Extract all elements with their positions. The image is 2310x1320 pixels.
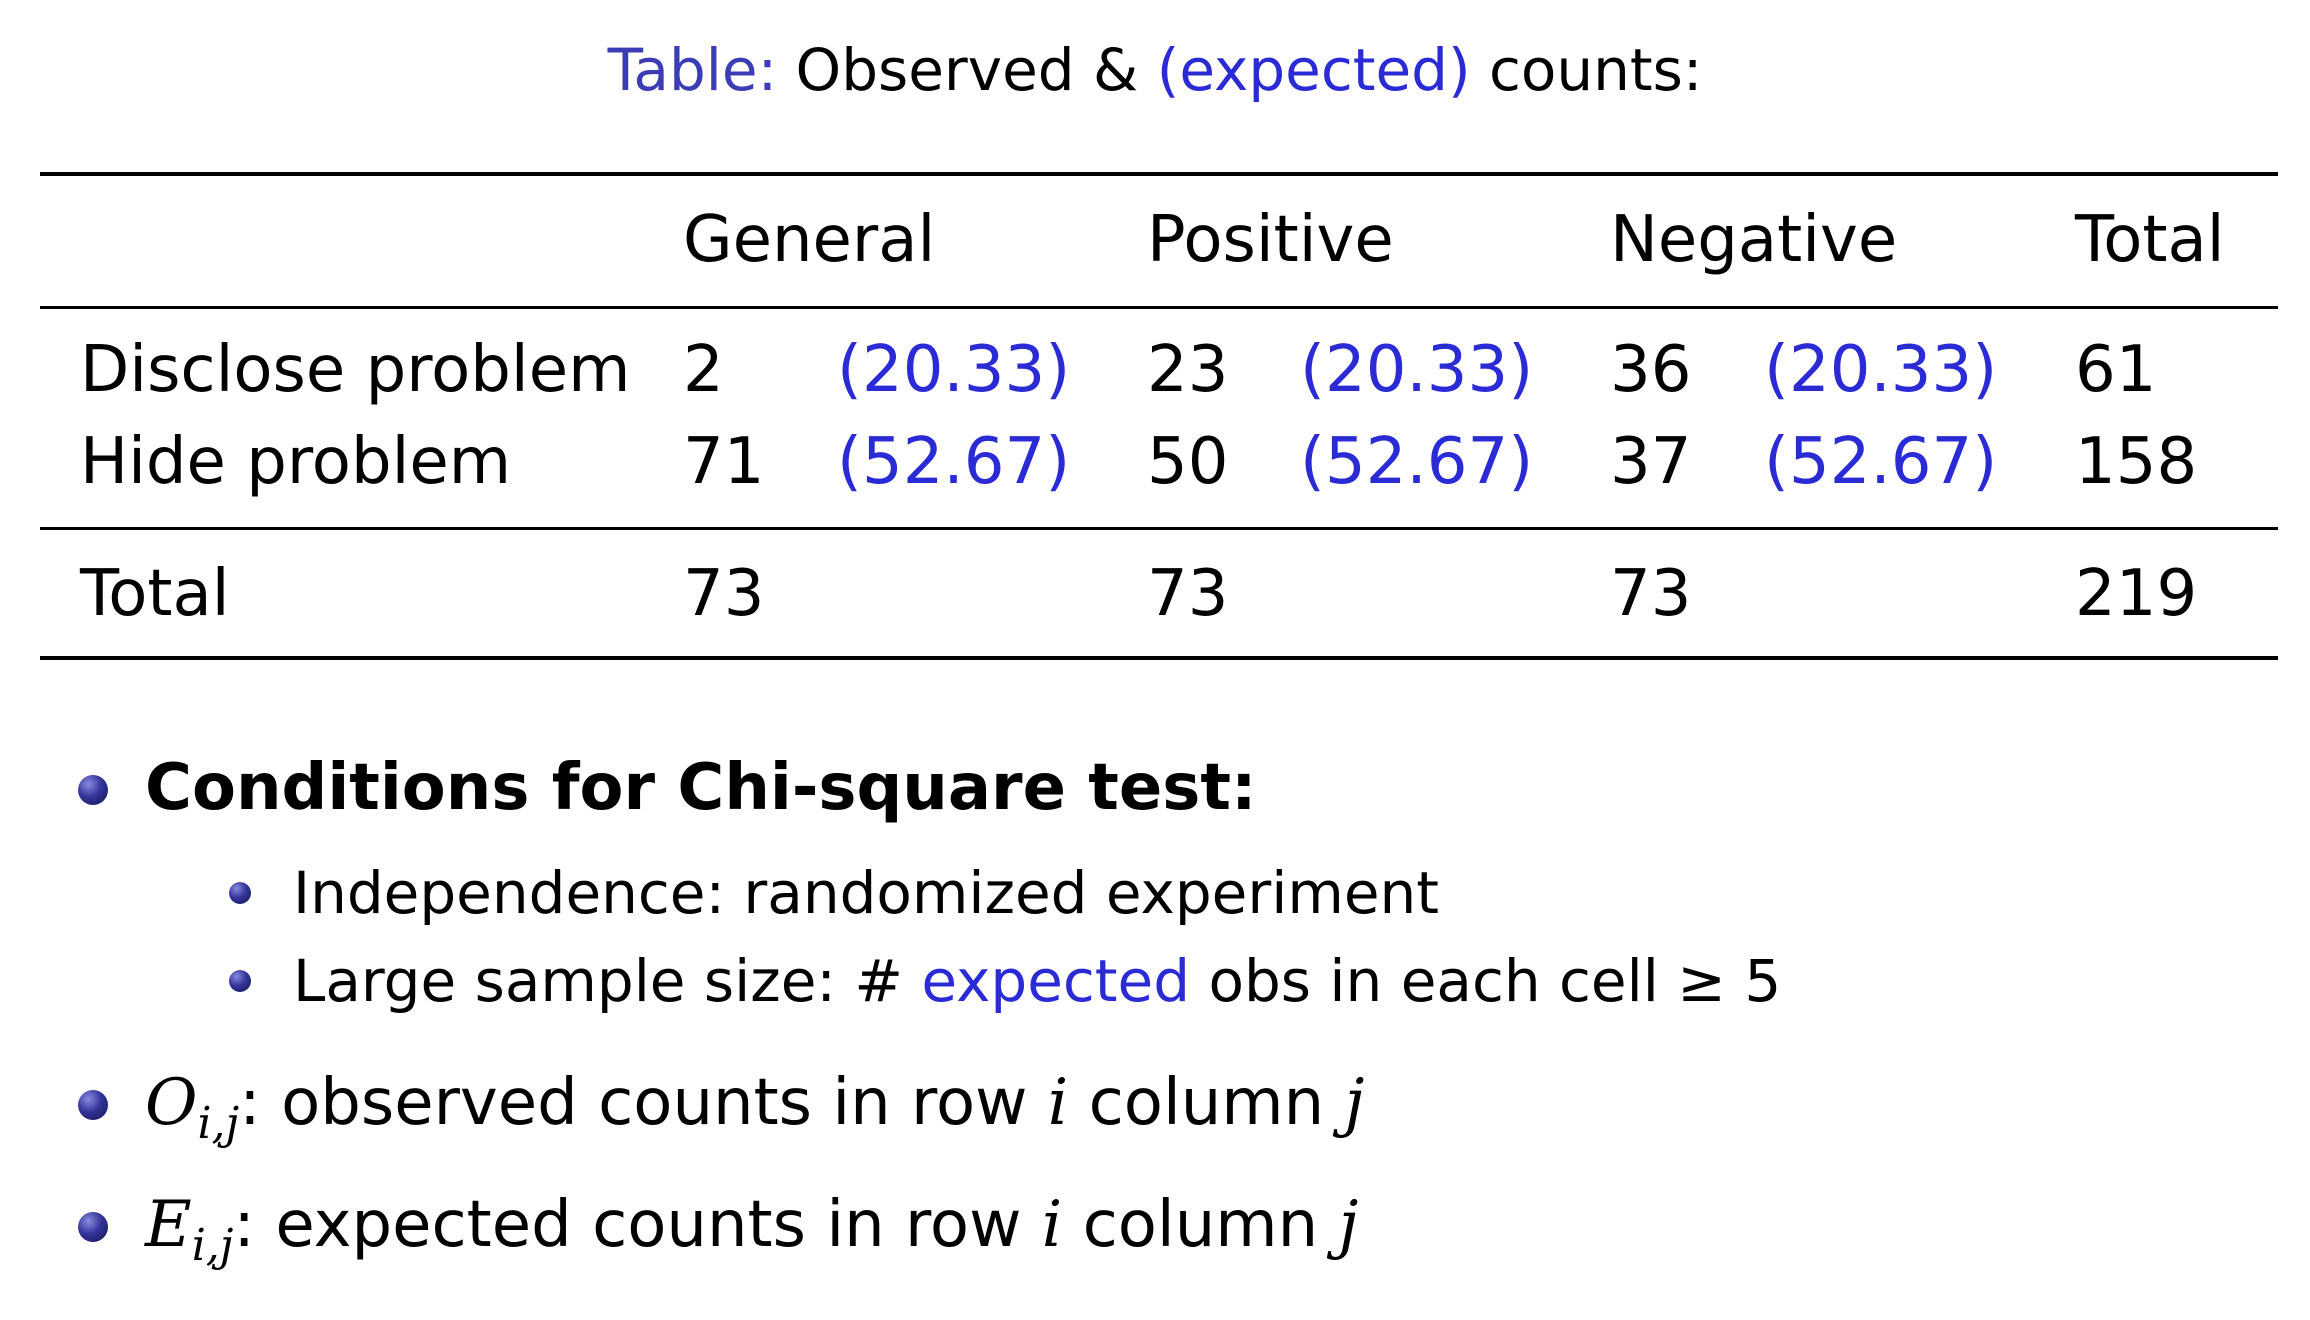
expected-disclose-positive: (20.33) (1300, 333, 1534, 407)
row-label-hide: Hide problem (80, 425, 512, 499)
expected-hide-general: (52.67) (837, 425, 1071, 499)
total-disclose: 61 (2075, 333, 2157, 407)
bullet-icon (229, 882, 251, 904)
observed-symbol: O (145, 1066, 198, 1140)
table-header-rule (40, 306, 2278, 309)
observed-definition: Oi,j: observed counts in row i column j (145, 1058, 1364, 1169)
bullet-icon (78, 1212, 108, 1242)
expected-subscript: i,j (191, 1220, 234, 1271)
expected-symbol: E (145, 1188, 192, 1262)
expected-row-index: i (1041, 1188, 1063, 1262)
observed-hide-general: 71 (683, 425, 765, 499)
total-general: 73 (683, 557, 765, 631)
expected-hide-negative: (52.67) (1764, 425, 1998, 499)
table-body-rule (40, 527, 2278, 530)
expected-disclose-negative: (20.33) (1764, 333, 1998, 407)
caption-observed: Observed & (795, 36, 1139, 104)
bullet-icon (229, 970, 251, 992)
observed-row-index: i (1047, 1066, 1069, 1140)
caption-end: counts: (1489, 36, 1703, 104)
total-negative: 73 (1610, 557, 1692, 631)
observed-disclose-negative: 36 (1610, 333, 1692, 407)
column-header-positive: Positive (1147, 203, 1394, 277)
observed-hide-negative: 37 (1610, 425, 1692, 499)
observed-text-2: column (1068, 1066, 1345, 1140)
expected-text-1: : expected counts in row (233, 1188, 1042, 1262)
caption-expected: (expected) (1156, 36, 1471, 104)
column-header-general: General (683, 203, 936, 277)
observed-disclose-positive: 23 (1147, 333, 1229, 407)
sample-size-prefix: Large sample size: # (293, 947, 922, 1015)
expected-disclose-general: (20.33) (837, 333, 1071, 407)
expected-column-index: j (1338, 1188, 1359, 1262)
observed-disclose-general: 2 (683, 333, 724, 407)
total-positive: 73 (1147, 557, 1229, 631)
observed-text-1: : observed counts in row (239, 1066, 1048, 1140)
conditions-title: Conditions for Chi-square test: (145, 751, 1257, 825)
table-top-rule (40, 172, 2278, 176)
expected-text-2: column (1062, 1188, 1339, 1262)
sample-size-suffix: obs in each cell ≥ 5 (1190, 947, 1782, 1015)
row-label-disclose: Disclose problem (80, 333, 631, 407)
column-header-negative: Negative (1610, 203, 1898, 277)
caption-label: Table: (607, 36, 778, 104)
expected-definition: Ei,j: expected counts in row i column j (145, 1180, 1358, 1291)
sample-size-expected: expected (921, 947, 1191, 1015)
bullet-icon (78, 775, 108, 805)
table-bottom-rule (40, 656, 2278, 660)
total-hide: 158 (2075, 425, 2198, 499)
column-header-total: Total (2075, 203, 2225, 277)
observed-subscript: i,j (197, 1098, 240, 1149)
row-label-total: Total (80, 557, 230, 631)
expected-hide-positive: (52.67) (1300, 425, 1534, 499)
table-caption: Table: Observed & (expected) counts: (0, 30, 2310, 110)
observed-column-index: j (1344, 1066, 1365, 1140)
grand-total: 219 (2075, 557, 2198, 631)
bullet-icon (78, 1090, 108, 1120)
condition-sample-size: Large sample size: # expected obs in eac… (293, 941, 1781, 1021)
condition-independence: Independence: randomized experiment (293, 859, 1440, 927)
observed-hide-positive: 50 (1147, 425, 1229, 499)
